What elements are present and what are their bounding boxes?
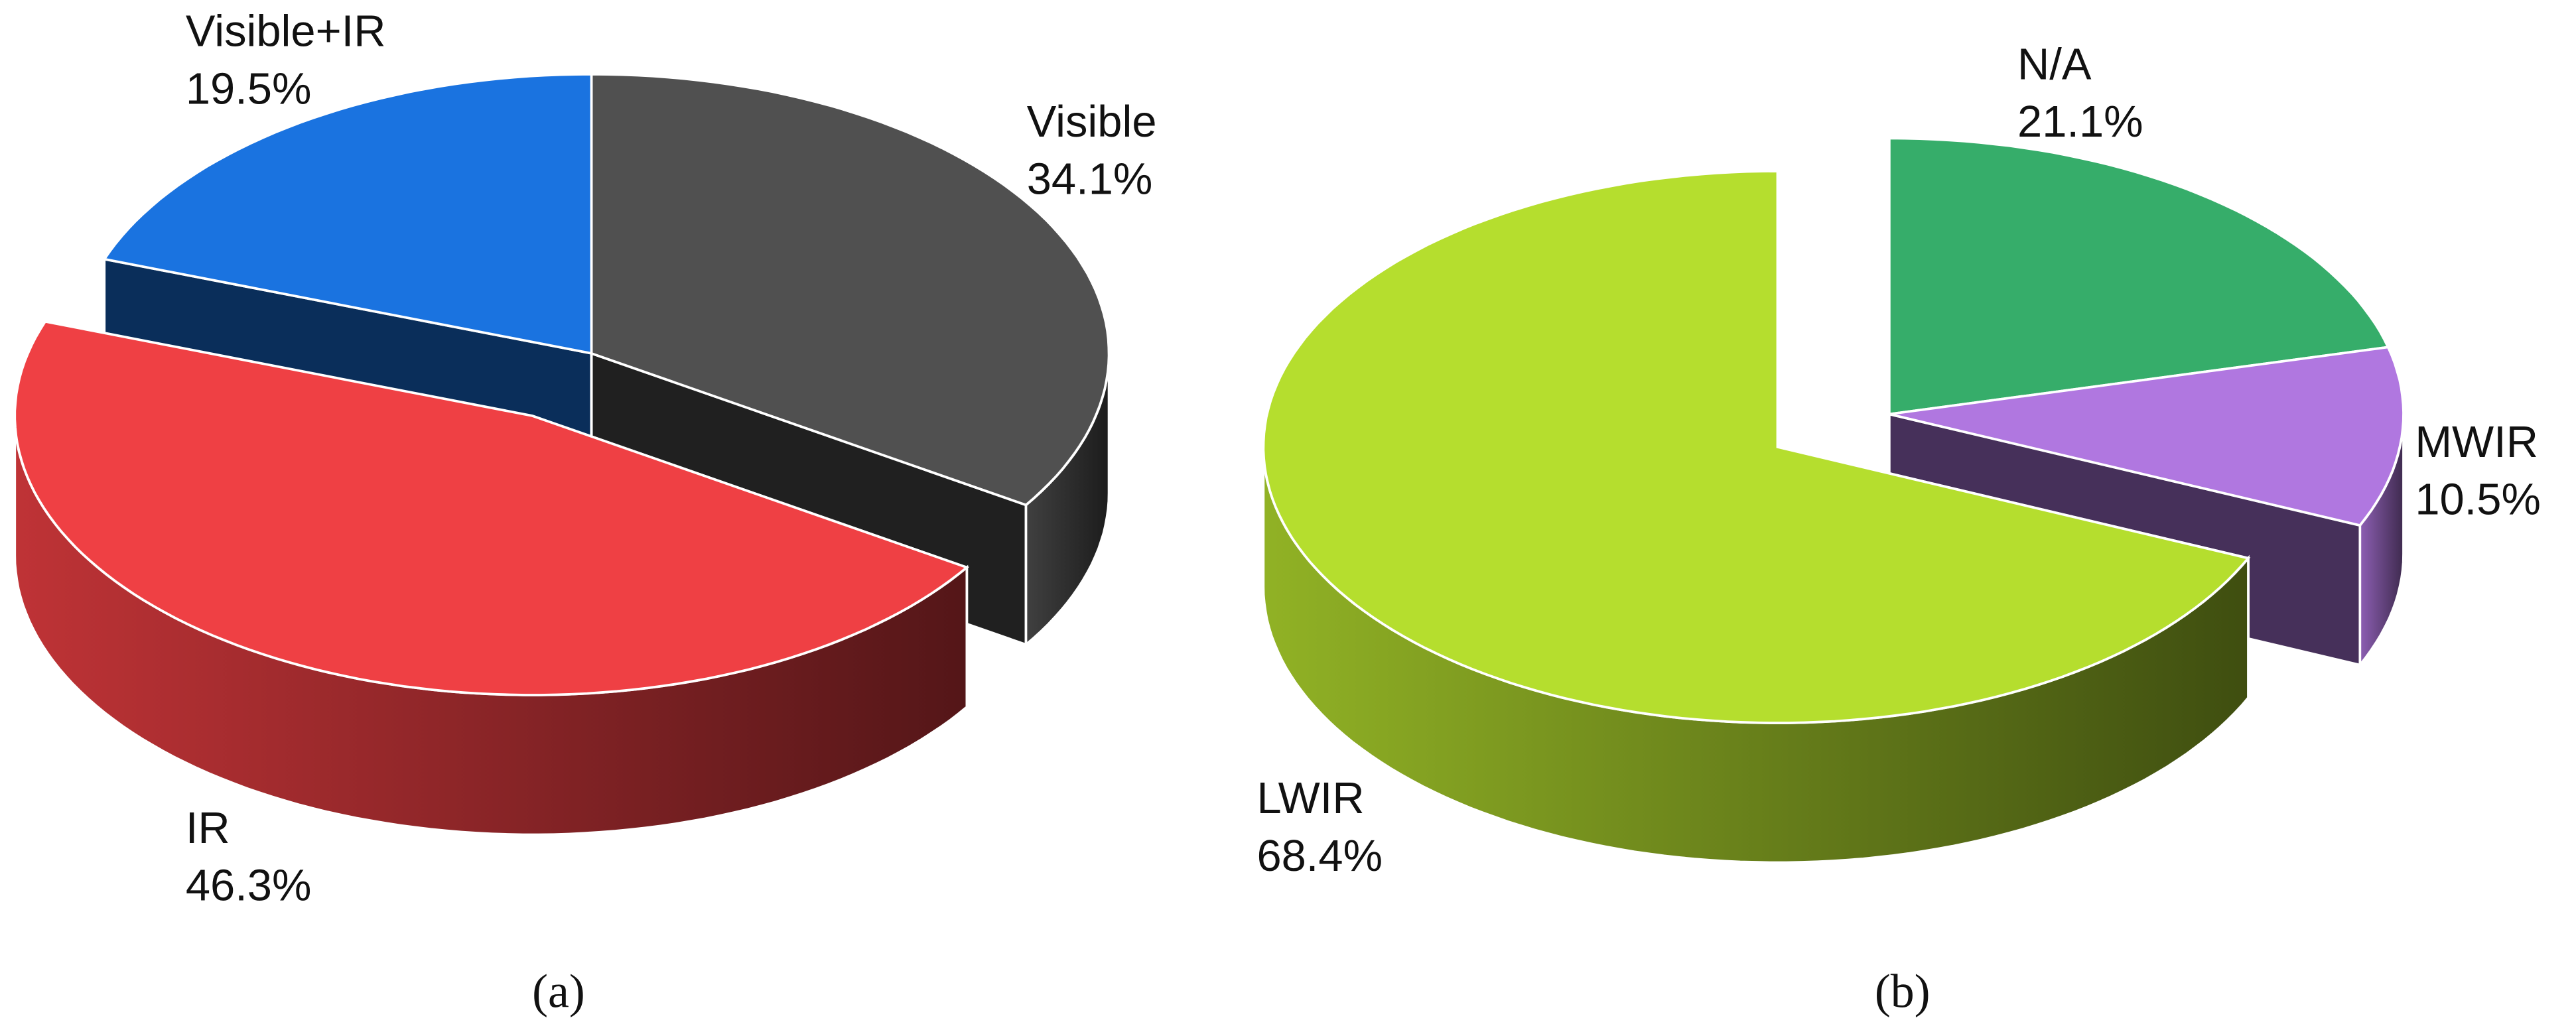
slice: [13, 320, 970, 696]
slice: [590, 72, 1111, 507]
slice: [102, 72, 593, 355]
slice-label: Visible+IR: [186, 7, 386, 56]
slice-label: MWIR: [2415, 417, 2538, 467]
value-label: 19.5%: [186, 64, 312, 113]
caption: (b): [1875, 964, 1931, 1017]
value-label: 34.1%: [1027, 155, 1153, 204]
slice: [1888, 137, 2390, 416]
value-label: 10.5%: [2415, 475, 2541, 525]
slice-label: IR: [186, 803, 230, 853]
pie-chart: N/A 21.1% MWIR 10.5% LWIR 68.4% (b): [1256, 39, 2540, 1017]
value-label: 46.3%: [186, 860, 312, 910]
slice: [1262, 170, 2251, 724]
value-label: 21.1%: [2017, 97, 2143, 147]
slice: [1889, 346, 2405, 527]
caption: (a): [532, 964, 585, 1017]
pie-chart: Visible 34.1% IR 46.3% Visible+IR 19.5% (a): [13, 7, 1157, 1017]
slice-label: N/A: [2017, 39, 2092, 89]
value-label: 68.4%: [1256, 831, 1383, 881]
slice-label: Visible: [1027, 97, 1157, 147]
slice-label: LWIR: [1256, 773, 1364, 823]
